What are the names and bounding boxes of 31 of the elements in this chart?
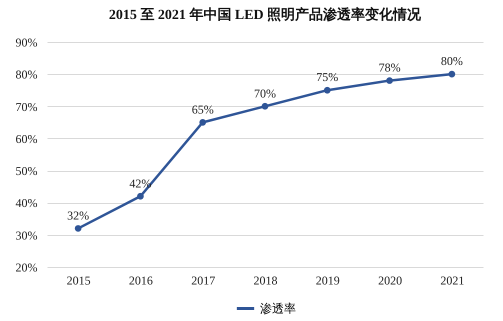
chart-title: 2015 至 2021 年中国 LED 照明产品渗透率变化情况 bbox=[108, 6, 422, 23]
y-tick-label: 40% bbox=[16, 196, 38, 210]
x-tick-label: 2017 bbox=[191, 274, 216, 288]
y-tick-label: 70% bbox=[16, 100, 38, 114]
point bbox=[262, 102, 268, 110]
legend-label: 渗透率 bbox=[260, 302, 296, 316]
data-label: 75% bbox=[316, 70, 338, 84]
point bbox=[74, 225, 82, 232]
data-label: 78% bbox=[378, 60, 401, 75]
point bbox=[324, 86, 331, 94]
x-tick-label: 2020 bbox=[378, 274, 402, 288]
y-tick-label: 80% bbox=[16, 68, 38, 82]
y-tick-label: 20% bbox=[16, 260, 38, 274]
point bbox=[448, 70, 456, 78]
point bbox=[199, 119, 206, 126]
y-tick-label: 90% bbox=[16, 36, 38, 50]
data-label: 65% bbox=[192, 102, 214, 116]
x-tick-label: 2015 bbox=[66, 274, 91, 288]
x-tick-label: 2021 bbox=[440, 274, 464, 288]
y-tick-label: 30% bbox=[16, 228, 38, 242]
data-label: 32% bbox=[67, 208, 90, 222]
y-tick-label: 50% bbox=[16, 164, 38, 178]
y-tick-label: 60% bbox=[16, 132, 38, 146]
point bbox=[386, 77, 393, 84]
x-tick-label: 2016 bbox=[128, 274, 153, 288]
x-tick-label: 2018 bbox=[254, 274, 278, 288]
data-label: 42% bbox=[129, 176, 152, 190]
point bbox=[137, 192, 144, 200]
x-tick-label: 2019 bbox=[316, 274, 340, 288]
data-label: 70% bbox=[254, 86, 276, 100]
data-label: 80% bbox=[440, 54, 463, 68]
